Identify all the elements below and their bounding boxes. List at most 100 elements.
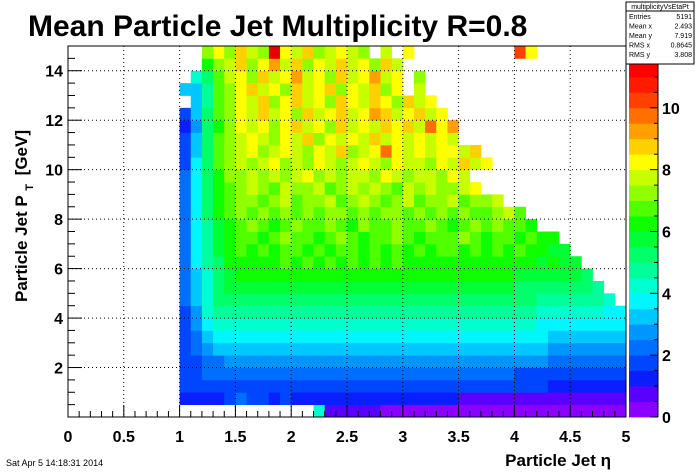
color-scale-step — [629, 92, 658, 109]
heatmap-cell — [570, 392, 582, 406]
heatmap-cell — [268, 330, 281, 344]
heatmap-cell — [201, 318, 214, 331]
y-axis-label: Particle Jet P — [12, 196, 31, 302]
heatmap-cell — [480, 355, 493, 368]
heatmap-cell — [436, 392, 448, 406]
heatmap-cell — [559, 305, 571, 319]
heatmap-cell — [246, 355, 259, 368]
heatmap-cell — [358, 293, 370, 307]
heatmap-cell — [335, 256, 348, 269]
heatmap-cell — [469, 392, 482, 406]
heatmap-cell — [190, 243, 203, 257]
heatmap-cell — [313, 169, 326, 183]
heatmap-cell — [402, 182, 415, 195]
heatmap-cell — [246, 194, 259, 208]
heatmap-cell — [257, 231, 270, 245]
heatmap-cell — [358, 367, 370, 381]
heatmap-cell — [458, 243, 471, 257]
heatmap-cell — [614, 318, 627, 331]
heatmap-cell — [603, 293, 616, 307]
heatmap-cell — [525, 330, 538, 344]
heatmap-cell — [235, 355, 247, 368]
heatmap-cell — [335, 268, 348, 282]
heatmap-cell — [369, 342, 381, 356]
heatmap-cell — [213, 379, 225, 393]
y-axis: 2 4 6 8 10 12 14 — [45, 45, 82, 418]
heatmap-cell — [291, 107, 303, 121]
heatmap-cell — [402, 243, 415, 257]
heatmap-cell — [268, 243, 281, 257]
heatmap-cell — [358, 58, 370, 72]
heatmap-cell — [547, 404, 560, 418]
heatmap-cell — [302, 293, 314, 307]
heatmap-cell — [369, 305, 381, 319]
heatmap-cell — [458, 293, 471, 307]
heatmap-cell — [480, 157, 493, 171]
color-scale-tick-label: 8 — [662, 163, 671, 180]
heatmap-cell — [369, 231, 381, 245]
heatmap-cell — [358, 70, 370, 84]
heatmap-cell — [469, 144, 482, 158]
heatmap-cell — [302, 243, 314, 257]
heatmap-cell — [402, 256, 415, 269]
heatmap-cell — [268, 355, 281, 368]
heatmap-cell — [369, 70, 381, 84]
heatmap-cell — [179, 243, 192, 257]
heatmap-cell — [302, 342, 314, 356]
heatmap-cell — [536, 404, 549, 418]
heatmap-cell — [536, 392, 549, 406]
heatmap-cell — [380, 169, 393, 183]
heatmap-cell — [268, 206, 281, 220]
heatmap-cell — [268, 318, 281, 331]
heatmap-cell — [213, 194, 225, 208]
heatmap-cell — [436, 305, 448, 319]
heatmap-cell — [246, 46, 259, 59]
heatmap-cell — [235, 330, 247, 344]
heatmap-cell — [447, 132, 459, 146]
heatmap-cell — [592, 392, 605, 406]
heatmap-cell — [358, 379, 370, 393]
stats-row-label: RMS y — [629, 52, 651, 59]
heatmap-cell — [201, 206, 214, 220]
heatmap-cell — [268, 392, 281, 406]
stats-row-label: RMS x — [629, 43, 651, 50]
heatmap-cell — [592, 355, 605, 368]
heatmap-cell — [335, 132, 348, 146]
heatmap-cell — [302, 367, 314, 381]
heatmap-cell — [369, 318, 381, 331]
heatmap-cell — [291, 206, 303, 220]
color-scale-step — [629, 107, 658, 124]
heatmap-cell — [570, 330, 582, 344]
heatmap-cell — [480, 280, 493, 294]
heatmap-cell — [425, 206, 437, 220]
heatmap-cell — [447, 318, 459, 331]
heatmap-cell — [391, 256, 404, 269]
stats-row-value: 0.8645 — [671, 43, 693, 50]
heatmap-cell — [503, 392, 515, 406]
heatmap-cell — [447, 342, 459, 356]
stats-box-title: multiplicityVsEtaPt — [631, 4, 689, 11]
heatmap-cell — [413, 256, 426, 269]
heatmap-cell — [536, 330, 549, 344]
heatmap-cell — [547, 318, 560, 331]
heatmap-cell — [503, 243, 515, 257]
heatmap-cell — [257, 379, 270, 393]
heatmap-cell — [224, 256, 236, 269]
heatmap-cell — [413, 392, 426, 406]
heatmap-cell — [335, 379, 348, 393]
heatmap-cell — [257, 70, 270, 84]
heatmap-cell — [280, 305, 292, 319]
heatmap-cell — [302, 95, 314, 109]
heatmap-cell — [469, 318, 482, 331]
heatmap-cell — [559, 280, 571, 294]
heatmap-cell — [402, 342, 415, 356]
heatmap-cell — [413, 120, 426, 133]
heatmap-cell — [280, 144, 292, 158]
heatmap-cell — [335, 392, 348, 406]
heatmap-cell — [581, 318, 593, 331]
heatmap-cell — [313, 404, 326, 418]
heatmap-cell — [280, 231, 292, 245]
heatmap-cell — [425, 379, 437, 393]
x-tick-label: 4 — [510, 429, 519, 446]
heatmap-cell — [391, 83, 404, 96]
